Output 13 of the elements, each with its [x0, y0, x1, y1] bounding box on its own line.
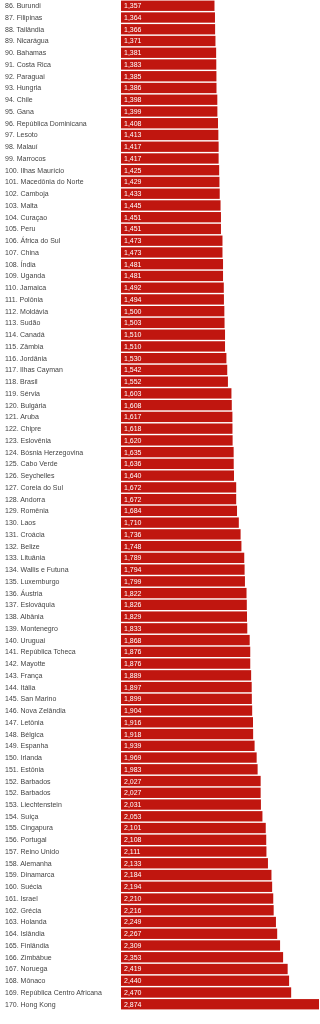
- bar: [121, 176, 220, 188]
- bar: [121, 223, 221, 235]
- bar: [121, 317, 225, 329]
- bar: [121, 963, 288, 975]
- bar: [121, 35, 216, 47]
- bar: [121, 775, 261, 787]
- bar: [121, 916, 276, 928]
- bar: [121, 728, 254, 740]
- bar: [121, 822, 266, 834]
- bar: [121, 270, 224, 282]
- bar: [121, 681, 252, 693]
- bar: [121, 869, 272, 881]
- bar: [121, 129, 219, 141]
